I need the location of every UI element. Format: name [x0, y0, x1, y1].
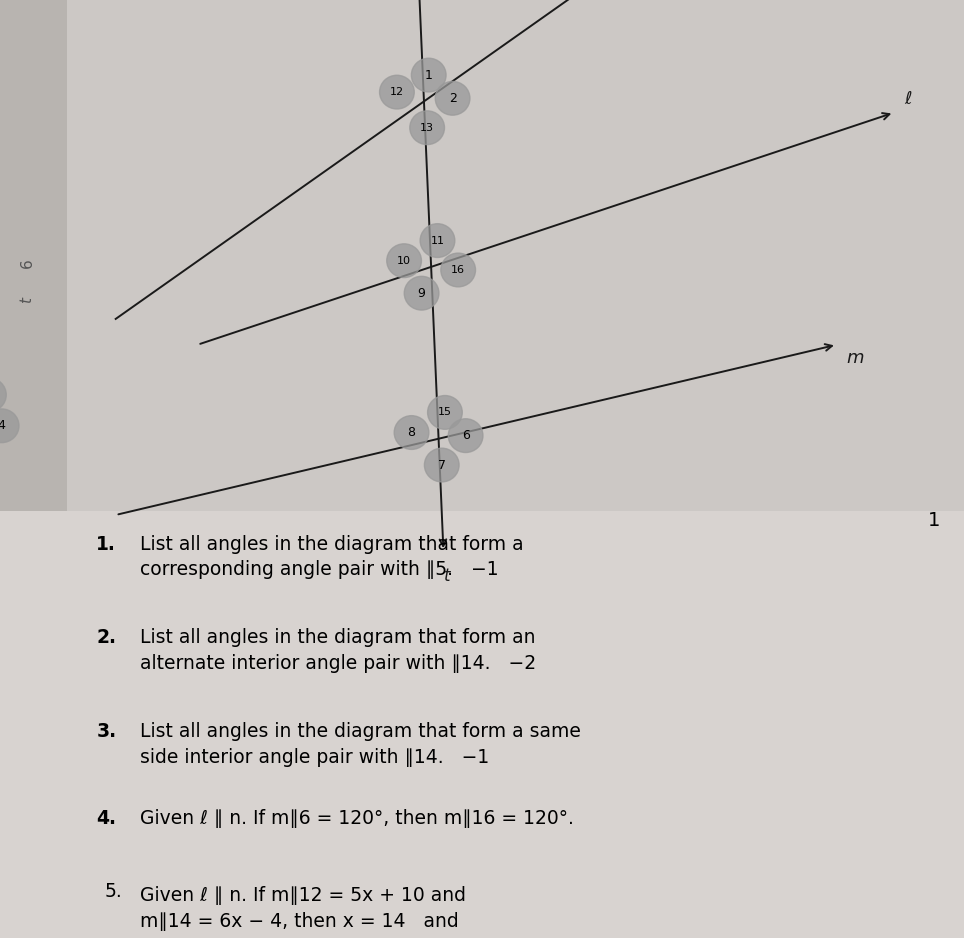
- Circle shape: [394, 416, 429, 449]
- Circle shape: [424, 448, 459, 482]
- Circle shape: [428, 396, 463, 430]
- Text: 4: 4: [0, 419, 6, 432]
- Text: 1: 1: [425, 68, 433, 82]
- Circle shape: [441, 253, 475, 287]
- Circle shape: [435, 82, 469, 115]
- Text: 16: 16: [451, 265, 466, 275]
- Circle shape: [412, 58, 446, 92]
- Text: 10: 10: [397, 256, 411, 265]
- Text: 12: 12: [389, 87, 404, 98]
- FancyBboxPatch shape: [0, 511, 964, 938]
- Text: 2.: 2.: [96, 628, 117, 647]
- Circle shape: [404, 277, 439, 310]
- Text: List all angles in the diagram that form a same
side interior angle pair with ∥1: List all angles in the diagram that form…: [140, 722, 580, 767]
- Text: ℓ: ℓ: [904, 90, 911, 108]
- Circle shape: [0, 409, 19, 443]
- Text: Given ℓ ∥ n. If m∥12 = 5x + 10 and
m∥14 = 6x − 4, then x = 14   and
m∥4 = 80.: Given ℓ ∥ n. If m∥12 = 5x + 10 and m∥14 …: [140, 886, 466, 938]
- Circle shape: [380, 75, 415, 109]
- Text: 15: 15: [438, 407, 452, 417]
- Text: t: t: [19, 297, 35, 303]
- Text: List all angles in the diagram that form an
alternate interior angle pair with ∥: List all angles in the diagram that form…: [140, 628, 536, 673]
- Text: 2: 2: [448, 92, 457, 105]
- Text: 9: 9: [417, 287, 425, 300]
- Text: t: t: [444, 567, 451, 584]
- Circle shape: [0, 378, 7, 412]
- Text: 8: 8: [408, 426, 415, 439]
- Text: 3.: 3.: [96, 722, 117, 741]
- Text: 13: 13: [420, 123, 434, 132]
- Text: 1.: 1.: [96, 535, 117, 553]
- Text: 1: 1: [927, 511, 940, 530]
- Text: 11: 11: [431, 235, 444, 246]
- Text: 6: 6: [462, 429, 469, 442]
- Text: 5.: 5.: [105, 882, 122, 900]
- FancyBboxPatch shape: [0, 0, 67, 938]
- Circle shape: [420, 223, 455, 257]
- Text: 7: 7: [438, 459, 445, 472]
- Text: List all angles in the diagram that form a
corresponding angle pair with ∥5.   −: List all angles in the diagram that form…: [140, 535, 523, 580]
- Text: m: m: [846, 349, 864, 368]
- Text: 4.: 4.: [96, 809, 117, 827]
- Text: Given ℓ ∥ n. If m∥6 = 120°, then m∥16 = 120°.: Given ℓ ∥ n. If m∥6 = 120°, then m∥16 = …: [140, 809, 574, 827]
- Circle shape: [448, 418, 483, 452]
- Circle shape: [387, 244, 421, 278]
- Text: 6: 6: [19, 258, 35, 267]
- Circle shape: [410, 111, 444, 144]
